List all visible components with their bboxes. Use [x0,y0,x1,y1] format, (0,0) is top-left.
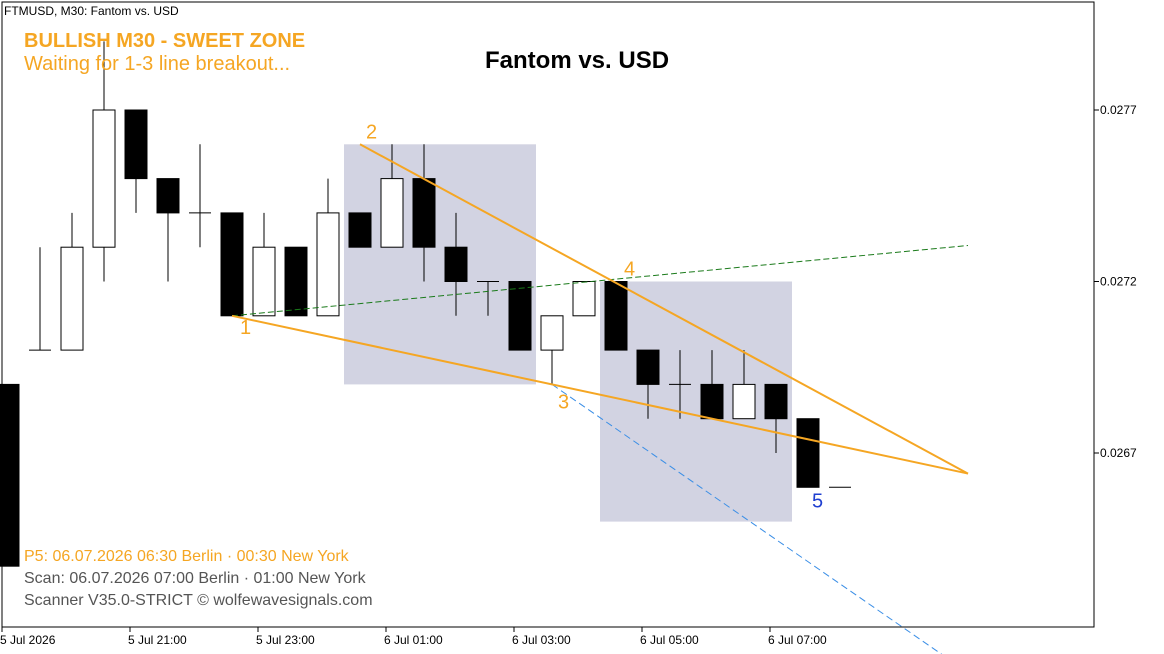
wave-line-1 [231,314,969,475]
signal-title: BULLISH M30 - SWEET ZONE [24,30,306,52]
candle-bear [700,383,724,420]
candle-bull [60,246,84,351]
p5-info: P5: 06.07.2026 06:30 Berlin · 00:30 New … [24,548,349,565]
candle-bear [412,178,436,248]
candle-bull [92,109,116,248]
x-tick-label: 6 Jul 05:00 [640,633,699,647]
candle-bull [572,281,596,317]
wolfe-point-2: 2 [366,121,377,143]
candle-bear [220,212,244,317]
candle-bull [540,315,564,351]
wolfe-point-3: 3 [558,391,569,413]
y-tick-label: 0.0267 [1100,446,1137,460]
x-tick-label: 6 Jul 01:00 [384,633,443,647]
candle-bear [764,383,788,420]
candle-bull [316,212,340,317]
wolfe-point-5: 5 [812,490,823,512]
y-tick-label: 0.0272 [1100,275,1137,289]
wave-line-2 [359,143,969,475]
wolfe-point-4: 4 [624,259,635,281]
wolfe-point-1: 1 [240,317,251,339]
candle-bear [636,349,660,385]
signal-subtitle: Waiting for 1-3 line breakout... [24,53,291,75]
x-tick-label: 6 Jul 07:00 [768,633,827,647]
x-tick-label: 6 Jul 03:00 [512,633,571,647]
symbol-label: FTMUSD, M30: Fantom vs. USD [4,4,179,18]
y-tick-label: 0.0277 [1100,103,1137,117]
candle-bear [284,246,308,317]
candle-bear [348,212,372,248]
candle-bear [156,178,180,214]
pattern-zone-1 [344,144,536,385]
candle-bear [444,246,468,282]
candle-bull [732,383,756,420]
candle-bear [796,418,820,488]
candle-bear [0,383,20,567]
candle-bear [124,109,148,180]
x-tick-label: 5 Jul 2026 [0,633,56,647]
x-tick-label: 5 Jul 21:00 [128,633,187,647]
candle-bull [252,246,276,317]
trend-line-1-4 [231,244,969,317]
target-line-3-5 [551,383,943,654]
x-tick-label: 5 Jul 23:00 [256,633,315,647]
candle-bear [604,281,628,351]
plot-frame [1,1,1095,628]
chart-title: Fantom vs. USD [485,47,670,74]
scan-info: Scan: 06.07.2026 07:00 Berlin · 01:00 Ne… [24,570,366,587]
candle-bear [508,281,532,351]
scanner-info: Scanner V35.0-STRICT © wolfewavesignals.… [24,592,373,609]
candle-bull [380,178,404,248]
